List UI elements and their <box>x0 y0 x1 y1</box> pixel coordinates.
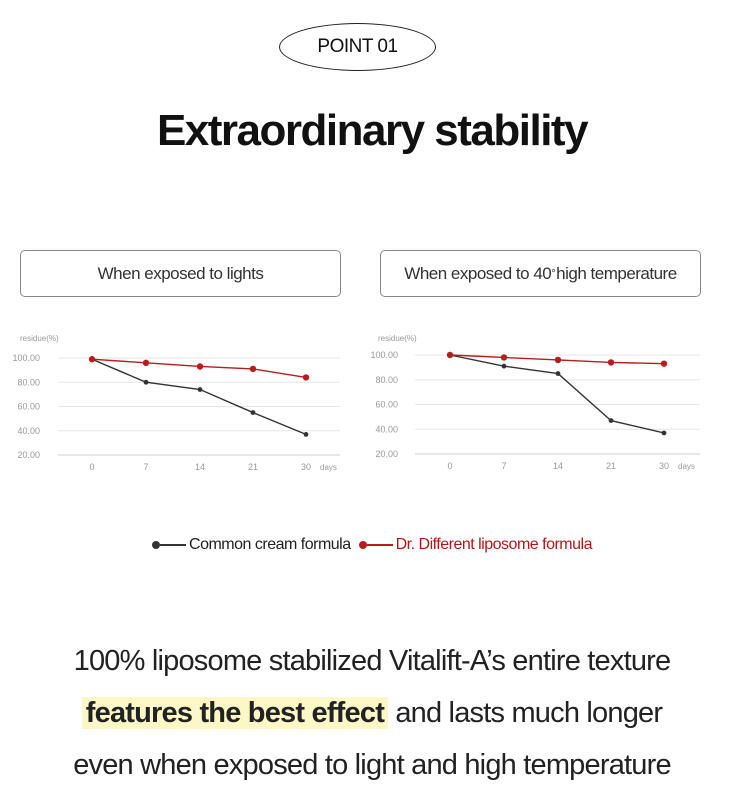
data-point-common <box>197 387 203 392</box>
page-title: Extraordinary stability <box>156 106 589 155</box>
y-tick-label: 20.00 <box>375 449 398 459</box>
x-tick-label: 30 <box>659 461 669 471</box>
y-tick-label: 100.00 <box>12 353 40 363</box>
x-tick-label: 14 <box>195 462 205 472</box>
data-point-common <box>143 379 149 385</box>
y-tick-label: 80.00 <box>17 377 40 387</box>
condition-temp-prefix: When exposed to 40 <box>404 263 552 283</box>
data-point-common <box>250 410 256 415</box>
data-point-dr-different <box>500 354 508 361</box>
condition-temp-suffix: high temperature <box>556 263 677 283</box>
x-axis-label: days <box>320 463 337 472</box>
x-tick-label: 21 <box>606 461 616 471</box>
x-tick-label: 7 <box>501 461 506 471</box>
data-point-dr-different <box>660 360 668 367</box>
x-tick-label: 7 <box>143 462 148 472</box>
y-axis-label: residue(%) <box>20 334 59 343</box>
series-line-common <box>91 358 307 436</box>
point-badge-label: POINT 01 <box>317 36 398 57</box>
data-point-dr-different <box>607 359 615 366</box>
description-line-2-rest: and lasts much longer <box>388 697 663 729</box>
data-point-common <box>608 418 614 423</box>
y-axis-label: residue(%) <box>378 334 417 343</box>
y-tick-label: 60.00 <box>17 402 40 412</box>
description-line-1: 100% liposome stabilized Vitalift-A’s en… <box>73 645 672 677</box>
legend-marker-dr-different <box>358 541 393 549</box>
data-point-dr-different <box>196 363 204 370</box>
description-line-2: features the best effect and lasts much … <box>0 697 744 730</box>
chart-light-exposure: residue(%) 100.00 80.00 60.00 40.00 20.00 0 7 14… <box>12 334 340 472</box>
stability-charts: residue(%) 100.00 80.00 60.00 40.00 20.00 0 7 14… <box>12 334 700 472</box>
series-line-common <box>449 354 665 434</box>
legend-label-dr-different: Dr. Different liposome formula <box>395 536 593 553</box>
data-point-common <box>661 430 667 436</box>
data-point-dr-different <box>446 351 454 359</box>
y-tick-label: 60.00 <box>375 400 398 410</box>
data-point-dr-different <box>302 374 310 381</box>
condition-light-label: When exposed to lights <box>97 263 264 283</box>
chart-legend: Common cream formula Dr. Different lipos… <box>0 533 744 557</box>
legend-item-common: Common cream formula <box>152 536 351 554</box>
legend-label-common: Common cream formula <box>189 536 351 553</box>
x-tick-label: 30 <box>301 462 311 472</box>
legend-item-dr-different: Dr. Different liposome formula <box>358 536 593 554</box>
condition-box-light: When exposed to lights <box>20 250 341 297</box>
y-tick-label: 40.00 <box>17 426 40 436</box>
data-point-dr-different <box>88 356 96 363</box>
legend-marker-common <box>152 541 187 549</box>
data-point-dr-different <box>554 356 562 364</box>
y-tick-label: 40.00 <box>375 424 398 434</box>
data-point-common <box>555 371 561 376</box>
y-tick-label: 100.00 <box>370 350 398 360</box>
data-point-common <box>501 363 507 369</box>
description-line-3: even when exposed to light and high temp… <box>73 749 671 781</box>
x-tick-label: 0 <box>89 462 94 472</box>
x-tick-label: 21 <box>248 462 258 472</box>
x-tick-label: 14 <box>553 461 563 471</box>
x-axis-label: days <box>678 462 695 471</box>
x-tick-label: 0 <box>447 461 452 471</box>
point-badge: POINT 01 <box>279 23 436 71</box>
data-point-dr-different <box>142 359 150 367</box>
description-highlight: features the best effect <box>81 697 389 729</box>
degree-sign: ° <box>551 267 556 280</box>
condition-box-temperature: When exposed to 40 ° high temperature <box>380 250 701 297</box>
chart-temperature-exposure: residue(%) 100.00 80.00 60.00 40.00 20.00 0 7 14… <box>370 334 700 471</box>
y-tick-label: 20.00 <box>17 450 40 460</box>
y-tick-label: 80.00 <box>375 375 398 385</box>
data-point-common <box>303 431 309 437</box>
data-point-dr-different <box>249 365 257 373</box>
